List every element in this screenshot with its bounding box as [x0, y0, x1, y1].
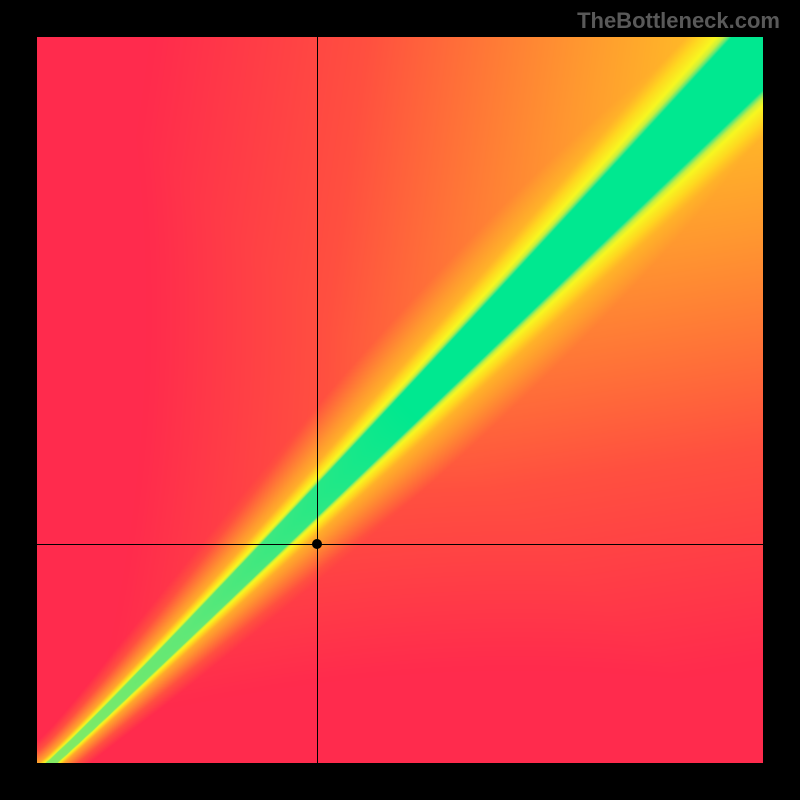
- crosshair-marker-dot: [312, 539, 322, 549]
- plot-area: [37, 37, 763, 763]
- heatmap-canvas: [37, 37, 763, 763]
- watermark-text: TheBottleneck.com: [577, 8, 780, 34]
- crosshair-horizontal: [37, 544, 763, 545]
- crosshair-vertical: [317, 37, 318, 763]
